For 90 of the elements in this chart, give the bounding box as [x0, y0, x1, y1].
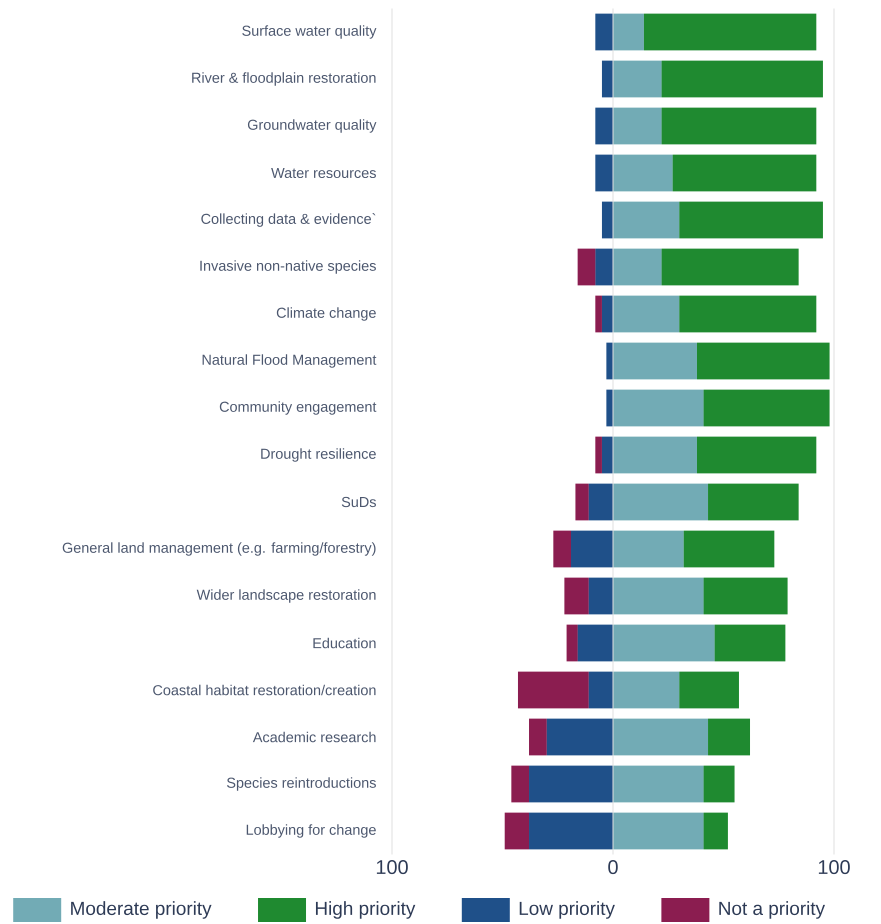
bar	[613, 624, 715, 662]
y-tick-label: River & floodplain restoration	[192, 72, 376, 86]
bar	[704, 766, 735, 802]
bar	[613, 578, 704, 614]
bar	[602, 296, 613, 332]
bar	[613, 14, 644, 50]
bar	[588, 578, 613, 614]
bar	[613, 484, 708, 520]
bar	[696, 436, 816, 474]
y-tick-label: Surface water quality	[242, 25, 376, 39]
bar	[679, 296, 816, 332]
bar	[708, 484, 799, 520]
bar	[553, 530, 572, 568]
y-tick-label: Climate change	[276, 307, 376, 321]
y-tick-label: Education	[313, 638, 376, 648]
y-tick-label: Community engagement	[220, 401, 376, 415]
bar	[595, 154, 613, 192]
bar	[662, 60, 823, 98]
y-tick-label: Natural Flood Management	[202, 354, 376, 368]
bar	[588, 672, 613, 708]
bar	[564, 578, 589, 614]
bar	[684, 530, 774, 568]
bar	[606, 342, 613, 380]
bar	[588, 484, 613, 520]
y-tick-label: Water resources	[271, 168, 376, 178]
bar	[529, 766, 613, 802]
bar	[546, 718, 613, 756]
bar	[644, 14, 816, 50]
y-tick-label: Lobbying for change	[246, 824, 376, 838]
y-tick-label: General land management (e.g. farming/forestry)	[62, 542, 376, 556]
y-tick-label: Species reintroductions	[226, 777, 376, 791]
y-tick-label: Groundwater quality	[248, 119, 376, 133]
bar	[578, 248, 596, 286]
bar	[613, 248, 662, 286]
bar	[672, 154, 816, 192]
bar	[679, 202, 823, 238]
bar	[595, 14, 613, 50]
bar	[606, 390, 613, 426]
bar	[662, 248, 799, 286]
bar	[511, 766, 530, 802]
legend-label: Moderate priority	[71, 901, 212, 919]
y-tick-label: Drought resilience	[261, 448, 376, 462]
bar	[613, 718, 708, 756]
bar	[613, 530, 684, 568]
bar	[714, 624, 786, 662]
legend-label: High priority	[316, 901, 416, 919]
bar	[613, 436, 697, 474]
bar	[613, 766, 704, 802]
bar	[613, 60, 662, 98]
bar	[613, 108, 662, 144]
x-tick-label: 100	[818, 860, 850, 874]
bar	[575, 484, 589, 520]
bar	[518, 672, 589, 708]
bar	[529, 812, 613, 850]
bar	[602, 202, 613, 238]
bar	[613, 296, 680, 332]
y-tick-label: Coastal habitat restoration/creation	[153, 684, 376, 696]
bar	[602, 60, 613, 98]
bar	[571, 530, 613, 568]
y-tick-label: Academic research	[252, 732, 376, 742]
bar	[704, 578, 788, 614]
bar	[613, 154, 673, 192]
bar	[613, 202, 680, 238]
bar	[696, 342, 830, 380]
bar	[679, 672, 739, 708]
legend-label: Low priority	[520, 901, 615, 919]
y-tick-label: Wider landscape restoration	[196, 589, 376, 603]
bar	[578, 624, 613, 662]
bar	[708, 718, 750, 756]
y-tick-label: SuDs	[342, 496, 376, 508]
legend-label: Not a priority	[719, 901, 826, 919]
y-tick-label: Collecting data & evidence`	[201, 213, 376, 227]
x-tick-label: 100	[376, 860, 408, 874]
bar	[613, 390, 704, 426]
bar	[613, 672, 680, 708]
bar	[529, 718, 547, 756]
bar	[595, 436, 602, 474]
bar	[704, 390, 830, 426]
bar	[613, 342, 697, 380]
bar	[595, 296, 602, 332]
bar	[595, 108, 613, 144]
x-tick-label: 0	[608, 860, 618, 874]
bar	[613, 812, 704, 850]
bar	[602, 436, 613, 474]
bar	[704, 812, 728, 850]
bar	[504, 812, 530, 850]
bar	[566, 624, 578, 662]
bar	[662, 108, 816, 144]
y-tick-label: Invasive non-native species	[200, 260, 376, 274]
bar	[595, 248, 613, 286]
